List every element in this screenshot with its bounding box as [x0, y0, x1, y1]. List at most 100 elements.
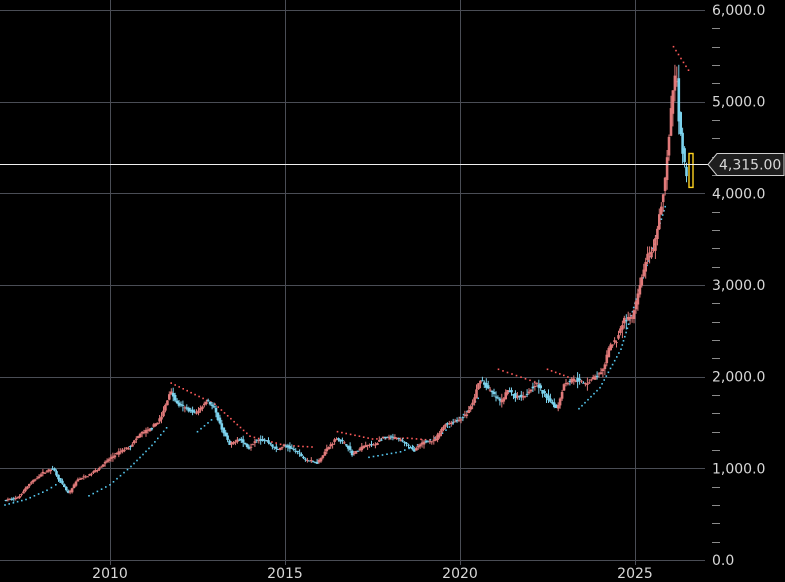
candle-body [628, 317, 632, 319]
support-dot [92, 492, 94, 495]
candle-body [518, 396, 521, 398]
candle-body [486, 385, 490, 389]
candle-body [665, 157, 669, 180]
candle-body [140, 432, 144, 434]
candle-body [644, 261, 647, 272]
candle-body [136, 436, 140, 439]
candle-body [465, 414, 469, 416]
support-dot [399, 451, 402, 453]
support-dot [618, 352, 620, 354]
candle-body [535, 382, 539, 384]
support-dot [621, 344, 624, 346]
candle-body [148, 428, 152, 432]
support-dot [21, 499, 23, 502]
candle-body [547, 395, 550, 401]
support-dot [593, 392, 595, 395]
candle-body [154, 423, 157, 426]
candle-body [451, 421, 455, 423]
candle-body [374, 444, 377, 446]
candle-body [432, 439, 436, 441]
candle-body [673, 75, 677, 91]
candle-body [43, 472, 47, 474]
candle-body [578, 378, 581, 381]
candle-body [346, 445, 350, 449]
candle-body [523, 395, 527, 397]
support-dot [46, 489, 48, 492]
candle-body [380, 439, 383, 441]
candle-body [26, 486, 29, 489]
candle-body [138, 433, 142, 438]
support-dot [622, 340, 625, 342]
candle-body [241, 439, 245, 443]
candle-body [593, 376, 597, 380]
candle-body [381, 436, 385, 439]
candle-body [430, 441, 434, 443]
candle-body [609, 344, 612, 351]
candle-body [222, 427, 226, 434]
candle-body [142, 432, 146, 434]
candle-body [500, 399, 504, 403]
resistance-dot [680, 57, 682, 60]
candle-body [640, 277, 644, 286]
support-dot [200, 427, 202, 430]
support-dot [625, 331, 627, 334]
resistance-dot [349, 433, 352, 436]
candle-body [625, 320, 628, 322]
support-dot [630, 315, 632, 317]
support-dot [605, 375, 608, 377]
candle-body [300, 454, 303, 457]
candle-body [57, 474, 60, 480]
candle-body [267, 440, 270, 443]
candle-body [601, 369, 605, 371]
candle-body [8, 498, 12, 500]
candle-body [10, 498, 14, 500]
candle-body [273, 446, 276, 448]
resistance-dot [202, 397, 204, 400]
candle-body [74, 481, 78, 486]
support-dot [459, 416, 461, 419]
candle-body [562, 384, 566, 391]
candle-body [90, 473, 93, 475]
support-dot [609, 367, 612, 370]
candle-body [434, 439, 437, 441]
candle-body [265, 440, 268, 442]
candle-body [331, 443, 334, 445]
support-dot [162, 430, 165, 433]
candle-body [568, 380, 572, 382]
candle-body [41, 471, 45, 474]
support-dot [416, 444, 419, 446]
support-dot [664, 205, 666, 208]
support-dot [368, 456, 370, 459]
candle-body [494, 396, 498, 398]
support-dot [632, 306, 635, 309]
candle-body [22, 491, 25, 494]
y-tick-label: 5,000.0 [712, 95, 765, 111]
support-dot [109, 484, 111, 486]
candle-body [257, 440, 261, 442]
candle-body [146, 429, 150, 431]
candles [4, 64, 694, 502]
candle-body [405, 442, 408, 444]
resistance-dot [279, 443, 282, 446]
candle-body [119, 451, 122, 453]
candle-body [70, 488, 74, 493]
candle-body [453, 421, 457, 423]
candle-body [463, 414, 467, 416]
support-dot [165, 427, 168, 429]
resistance-dot [341, 431, 343, 434]
candle-body [345, 444, 348, 446]
candle-body [508, 390, 511, 392]
candle-body [313, 461, 317, 463]
candle-body [33, 479, 37, 481]
candle-body [288, 446, 292, 449]
resistance-dot [687, 69, 690, 71]
candle-body [323, 451, 327, 456]
candle-body [226, 435, 229, 440]
candle-body [325, 448, 329, 452]
candle-body [218, 417, 222, 424]
support-dot [616, 356, 618, 358]
candle-body [521, 396, 525, 398]
support-dot [611, 363, 614, 366]
candle-body [173, 395, 177, 401]
